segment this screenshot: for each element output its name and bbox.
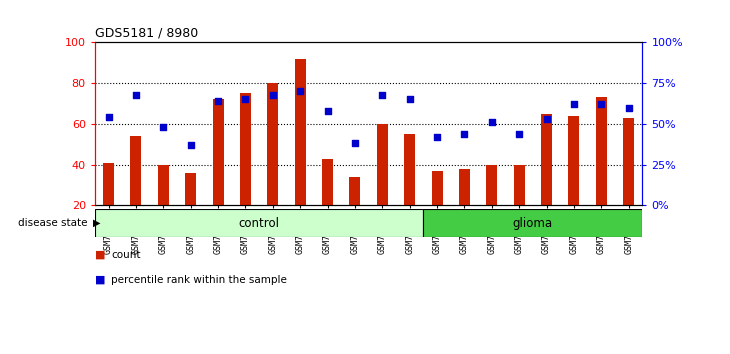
Point	[130, 92, 142, 97]
Bar	[431, 171, 442, 205]
Bar	[267, 83, 278, 205]
Bar	[212, 99, 223, 205]
Point	[212, 98, 224, 104]
Point	[623, 105, 634, 110]
Text: ▶: ▶	[93, 218, 101, 228]
Bar	[158, 165, 169, 205]
Point	[103, 115, 115, 120]
Bar	[185, 173, 196, 205]
Point	[541, 116, 553, 122]
Bar	[322, 159, 333, 205]
Bar	[103, 162, 114, 205]
Text: GDS5181 / 8980: GDS5181 / 8980	[95, 27, 198, 40]
Bar	[377, 124, 388, 205]
Bar	[350, 177, 361, 205]
Bar	[541, 114, 552, 205]
Bar	[423, 209, 642, 237]
Point	[486, 119, 498, 125]
Point	[294, 88, 306, 94]
Point	[322, 108, 334, 114]
Point	[404, 97, 415, 102]
Point	[158, 124, 169, 130]
Bar	[486, 165, 497, 205]
Bar	[240, 93, 251, 205]
Point	[431, 134, 443, 140]
Bar	[569, 116, 580, 205]
Text: ■: ■	[95, 250, 105, 260]
Bar	[596, 97, 607, 205]
Bar	[131, 136, 142, 205]
Text: disease state: disease state	[18, 218, 88, 228]
Point	[568, 102, 580, 107]
Bar	[459, 169, 470, 205]
Text: control: control	[239, 217, 280, 229]
Point	[513, 131, 525, 137]
Point	[458, 131, 470, 137]
Text: percentile rank within the sample: percentile rank within the sample	[111, 275, 287, 285]
Point	[377, 92, 388, 97]
Point	[267, 92, 279, 97]
Bar	[514, 165, 525, 205]
Point	[239, 97, 251, 102]
Text: ■: ■	[95, 275, 105, 285]
Point	[596, 102, 607, 107]
Text: glioma: glioma	[513, 217, 553, 229]
Point	[185, 142, 196, 148]
Text: count: count	[111, 250, 140, 260]
Bar	[95, 209, 423, 237]
Bar	[295, 59, 306, 205]
Point	[349, 141, 361, 146]
Bar	[623, 118, 634, 205]
Bar	[404, 134, 415, 205]
